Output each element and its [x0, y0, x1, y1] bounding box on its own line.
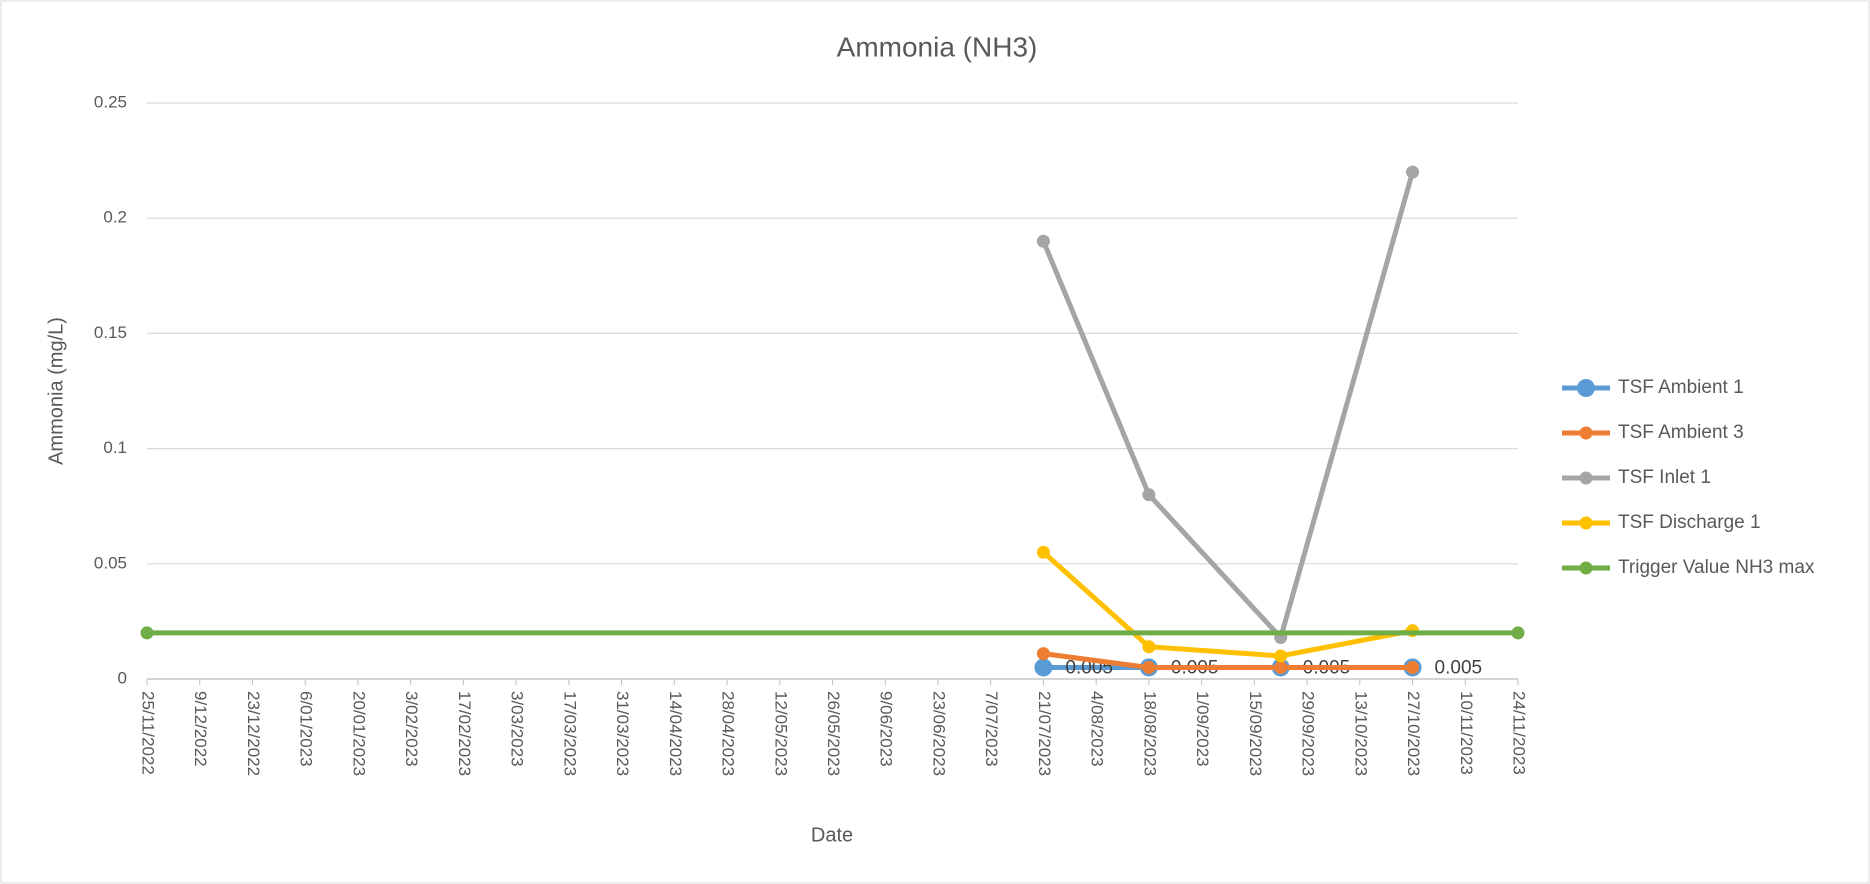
x-tick-label: 9/06/2023 [877, 691, 896, 767]
x-tick-label: 4/08/2023 [1088, 691, 1107, 767]
x-tick-label: 27/10/2023 [1404, 691, 1423, 776]
data-point [1511, 626, 1525, 640]
data-point [1142, 660, 1156, 674]
data-point [1036, 647, 1050, 661]
x-tick-label: 21/07/2023 [1035, 691, 1054, 776]
x-tick-label: 12/05/2023 [771, 691, 790, 776]
data-point [1036, 545, 1050, 559]
x-tick-label: 29/09/2023 [1299, 691, 1318, 776]
data-point [1274, 660, 1288, 674]
y-tick-label: 0 [118, 668, 127, 687]
x-tick-label: 7/07/2023 [982, 691, 1001, 767]
x-axis-title: Date [811, 824, 853, 846]
legend-marker [1579, 426, 1593, 440]
data-point [1142, 640, 1156, 654]
x-tick-label: 13/10/2023 [1351, 691, 1370, 776]
series-line [1041, 550, 1414, 659]
data-point [1274, 649, 1288, 663]
data-label: 0.005 [1435, 657, 1483, 678]
x-tick-label: 24/11/2023 [1510, 691, 1529, 775]
data-point [1034, 658, 1053, 677]
legend-marker [1577, 379, 1595, 397]
legend-label: TSF Inlet 1 [1618, 467, 1711, 488]
x-tick-label: 28/04/2023 [719, 691, 738, 776]
legend-marker [1579, 471, 1593, 485]
x-tick-label: 15/09/2023 [1246, 691, 1265, 776]
y-tick-label: 0.2 [103, 208, 127, 227]
legend-label: TSF Ambient 1 [1618, 377, 1744, 398]
data-point [1406, 165, 1420, 179]
chart-title: Ammonia (NH3) [837, 31, 1038, 62]
data-point [1406, 660, 1420, 674]
x-tick-label: 6/01/2023 [297, 691, 316, 767]
series-line [1041, 171, 1415, 641]
legend-marker [1579, 516, 1593, 530]
x-tick-label: 26/05/2023 [824, 691, 843, 776]
x-tick-label: 20/01/2023 [349, 691, 368, 776]
series-line [1043, 651, 1413, 670]
legend-label: TSF Discharge 1 [1618, 512, 1761, 533]
legend-label: TSF Ambient 3 [1618, 422, 1744, 443]
x-tick-label: 1/09/2023 [1193, 691, 1212, 767]
y-tick-label: 0.25 [94, 92, 127, 111]
legend-label: Trigger Value NH3 max [1618, 557, 1815, 578]
data-point [140, 626, 154, 640]
y-axis-title: Ammonia (mg/L) [45, 317, 67, 465]
y-tick-label: 0.1 [103, 438, 127, 457]
y-tick-label: 0.05 [94, 553, 127, 572]
x-tick-label: 31/03/2023 [613, 691, 632, 776]
x-tick-label: 23/06/2023 [929, 691, 948, 776]
x-tick-label: 17/03/2023 [560, 691, 579, 776]
y-tick-label: 0.15 [94, 323, 127, 342]
x-tick-label: 17/02/2023 [455, 691, 474, 776]
x-tick-label: 10/11/2023 [1457, 691, 1476, 775]
x-tick-label: 18/08/2023 [1140, 691, 1159, 776]
x-tick-label: 3/03/2023 [508, 691, 527, 767]
x-tick-label: 9/12/2022 [191, 691, 210, 767]
data-point [1142, 488, 1156, 502]
data-point [1036, 234, 1050, 248]
x-tick-label: 23/12/2022 [244, 691, 263, 776]
x-tick-label: 25/11/2022 [139, 691, 158, 775]
legend-marker [1579, 561, 1593, 575]
x-tick-label: 14/04/2023 [666, 691, 685, 776]
x-tick-label: 3/02/2023 [402, 691, 421, 767]
